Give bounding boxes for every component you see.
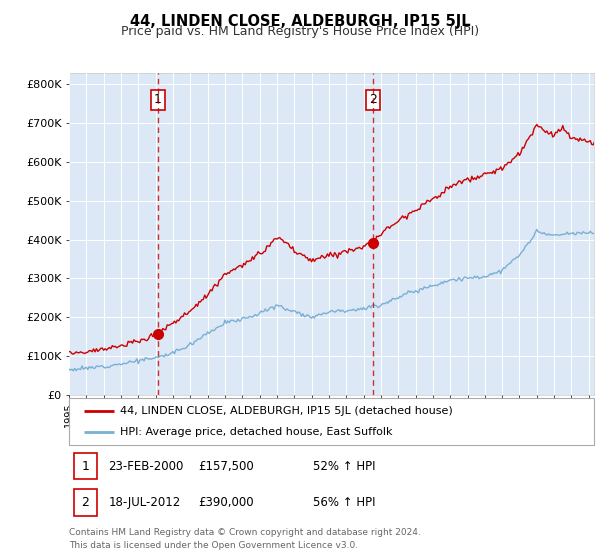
Text: 1: 1	[154, 94, 162, 106]
Text: 44, LINDEN CLOSE, ALDEBURGH, IP15 5JL (detached house): 44, LINDEN CLOSE, ALDEBURGH, IP15 5JL (d…	[120, 406, 453, 416]
Text: £157,500: £157,500	[199, 460, 254, 473]
Text: 2: 2	[369, 94, 377, 106]
Text: Price paid vs. HM Land Registry's House Price Index (HPI): Price paid vs. HM Land Registry's House …	[121, 25, 479, 38]
Text: £390,000: £390,000	[199, 496, 254, 509]
Text: 1: 1	[81, 460, 89, 473]
Text: Contains HM Land Registry data © Crown copyright and database right 2024.
This d: Contains HM Land Registry data © Crown c…	[69, 528, 421, 550]
Text: HPI: Average price, detached house, East Suffolk: HPI: Average price, detached house, East…	[120, 427, 392, 437]
Text: 52% ↑ HPI: 52% ↑ HPI	[313, 460, 375, 473]
Text: 44, LINDEN CLOSE, ALDEBURGH, IP15 5JL: 44, LINDEN CLOSE, ALDEBURGH, IP15 5JL	[130, 14, 470, 29]
Text: 18-JUL-2012: 18-JUL-2012	[109, 496, 181, 509]
Text: 2: 2	[81, 496, 89, 509]
Text: 56% ↑ HPI: 56% ↑ HPI	[313, 496, 375, 509]
Text: 23-FEB-2000: 23-FEB-2000	[109, 460, 184, 473]
